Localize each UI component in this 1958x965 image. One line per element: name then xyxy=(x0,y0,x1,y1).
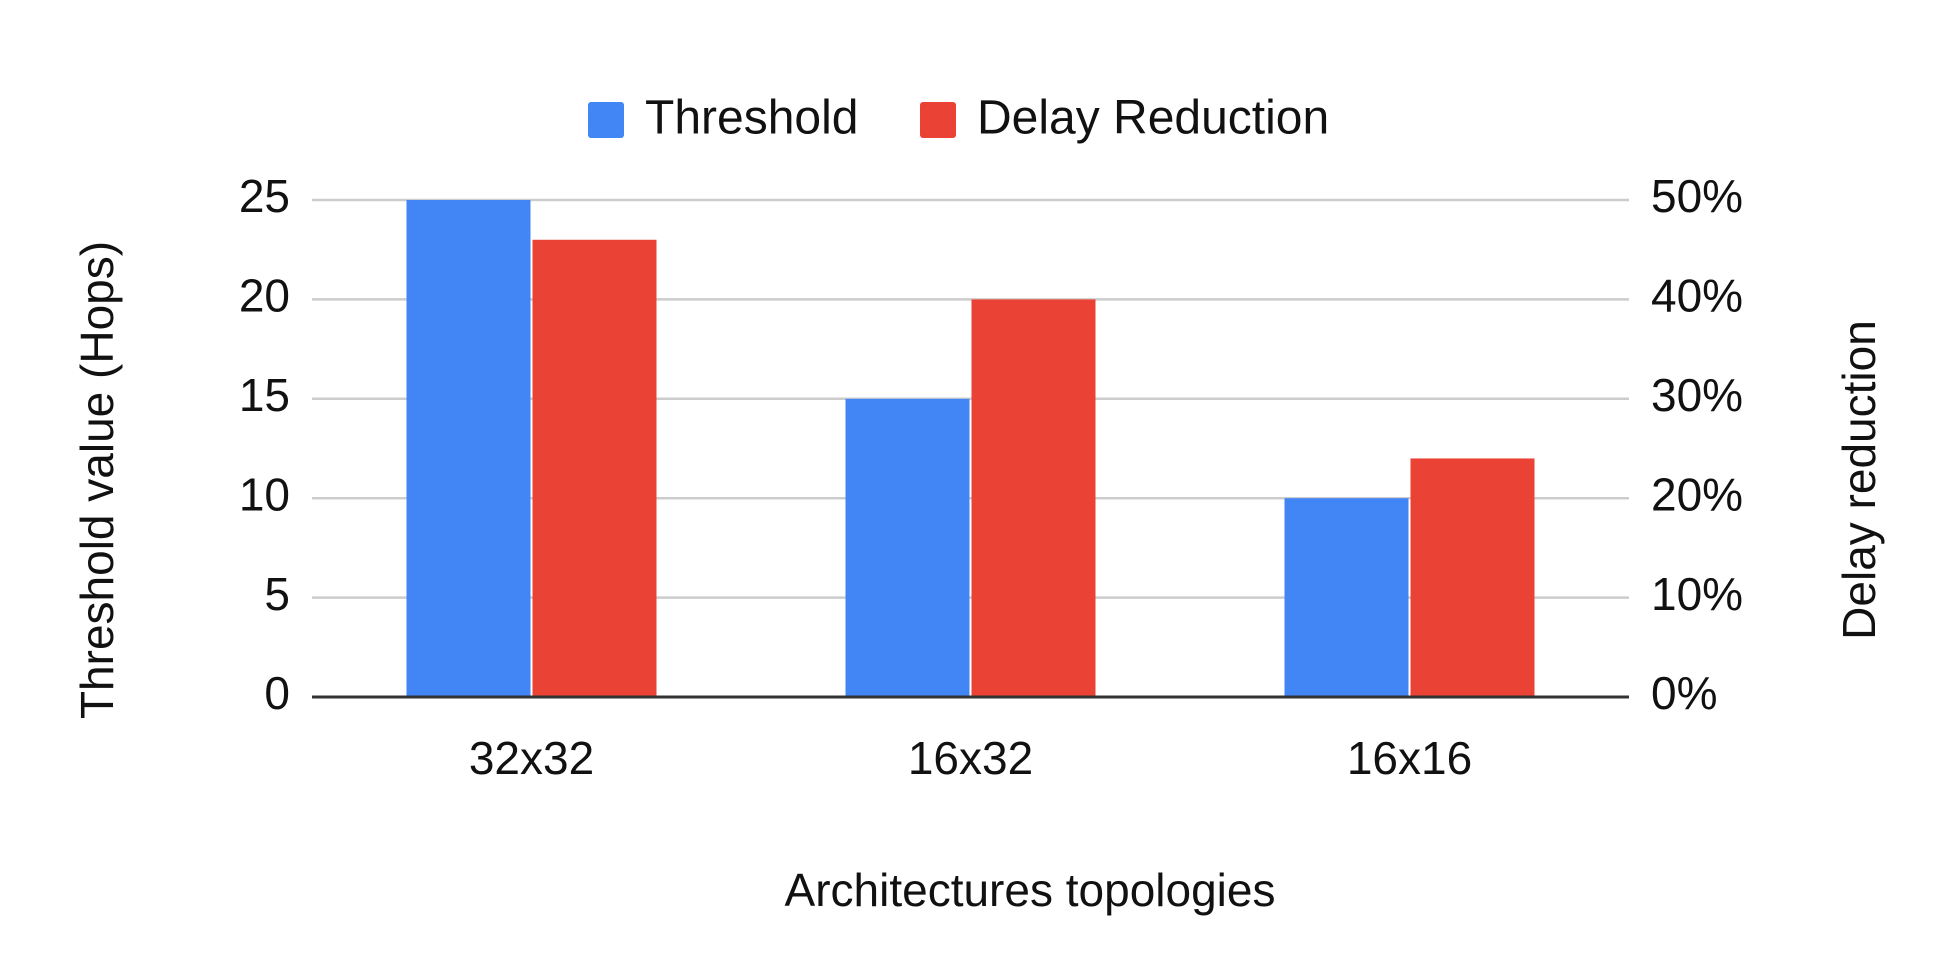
legend-label: Threshold xyxy=(645,92,858,145)
y-tick-label: 20 xyxy=(239,270,290,322)
x-axis-title: Architectures topologies xyxy=(785,864,1276,916)
legend-swatch xyxy=(920,102,956,138)
y-axis-title: Threshold value (Hops) xyxy=(71,241,123,719)
x-tick-label: 32x32 xyxy=(469,732,594,784)
x-tick-label: 16x16 xyxy=(1347,732,1472,784)
y2-tick-label: 20% xyxy=(1651,468,1743,520)
y2-axis-title: Delay reduction xyxy=(1833,320,1885,640)
y-tick-label: 0 xyxy=(264,667,290,719)
y-tick-label: 10 xyxy=(239,468,290,520)
y2-tick-label: 10% xyxy=(1651,568,1743,620)
legend-label: Delay Reduction xyxy=(977,92,1329,145)
bar xyxy=(406,200,531,697)
bar xyxy=(971,299,1096,697)
bar xyxy=(1284,498,1409,697)
y-tick-label: 25 xyxy=(239,170,290,222)
bar xyxy=(532,239,657,697)
y2-tick-label: 40% xyxy=(1651,270,1743,322)
bar xyxy=(1410,458,1535,697)
legend-swatch xyxy=(588,102,624,138)
y2-tick-label: 50% xyxy=(1651,170,1743,222)
y-tick-label: 15 xyxy=(239,369,290,421)
bar xyxy=(845,398,970,697)
y-tick-label: 5 xyxy=(264,568,290,620)
y2-tick-label: 30% xyxy=(1651,369,1743,421)
y2-tick-label: 0% xyxy=(1651,667,1717,719)
x-tick-label: 16x32 xyxy=(908,732,1033,784)
